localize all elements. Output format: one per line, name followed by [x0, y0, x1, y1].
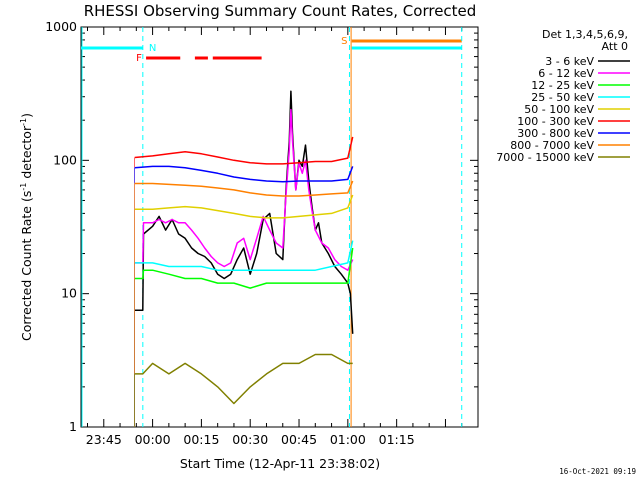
legend-item-label: 7000 - 15000 keV — [496, 151, 594, 164]
series-layer — [134, 90, 354, 427]
y-tick-label: 10 — [61, 286, 77, 301]
legend-item-label: 300 - 800 keV — [517, 127, 594, 140]
plot-area-frame — [80, 26, 479, 428]
legend-item-label: 100 - 300 keV — [517, 115, 594, 128]
x-tick-label: 01:15 — [379, 432, 415, 447]
y-axis-tick-labels: 1 10 100 1000 — [45, 19, 77, 434]
y-tick-label: 100 — [53, 152, 77, 167]
x-axis-label: Start Time (12-Apr-11 23:38:02) — [180, 456, 380, 471]
chart-title: RHESSI Observing Summary Count Rates, Co… — [84, 2, 477, 20]
series-line-1 — [134, 90, 354, 334]
x-tick-label: 00:30 — [232, 432, 268, 447]
y-axis-label: Corrected Count Rate (s-1 detector-1) — [19, 113, 34, 341]
legend-item-label: 50 - 100 keV — [524, 103, 594, 116]
legend-item-label: 12 - 25 keV — [531, 79, 594, 92]
x-tick-label: 01:00 — [330, 432, 366, 447]
series-line-5 — [134, 194, 354, 219]
footer-timestamp: 16-Oct-2021 09:19 — [559, 467, 636, 476]
series-line-2 — [134, 108, 354, 271]
y-tick-label: 1 — [69, 419, 77, 434]
x-tick-label: 23:45 — [86, 432, 122, 447]
series-line-8 — [134, 180, 354, 197]
legend-item-label: 800 - 7000 keV — [510, 139, 594, 152]
series-line-7 — [134, 165, 354, 183]
axis-ticks — [81, 27, 479, 428]
annotation-layer: NF S — [81, 27, 463, 427]
legend-item-label: 25 - 50 keV — [531, 91, 594, 104]
legend-item-label: 3 - 6 keV — [545, 55, 594, 68]
x-tick-label: 00:45 — [281, 432, 317, 447]
x-axis-tick-labels: 23:45 00:00 00:15 00:30 00:45 01:00 01:15 — [86, 432, 415, 447]
series-line-4 — [134, 240, 354, 271]
saa-marker-label: N — [149, 43, 156, 54]
series-line-3 — [134, 247, 354, 289]
series-line-9 — [134, 353, 353, 405]
y-tick-label: 1000 — [45, 19, 77, 34]
flare-marker-label: F — [136, 53, 142, 64]
series-line-6 — [134, 136, 354, 165]
legend-header-line-1: Det 1,3,4,5,6,9, — [542, 28, 628, 41]
y-axis-label-group: Corrected Count Rate (s-1 detector-1) — [19, 113, 34, 341]
legend-item-label: 6 - 12 keV — [538, 67, 594, 80]
x-tick-label: 00:15 — [183, 432, 219, 447]
x-tick-label: 00:00 — [135, 432, 171, 447]
legend-header-line-2: Att 0 — [602, 40, 628, 53]
night-marker-label: S — [341, 36, 347, 47]
